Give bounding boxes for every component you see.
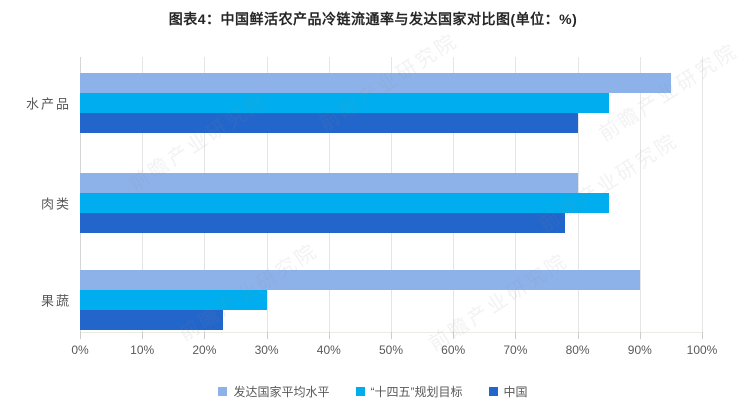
x-axis-tick: [266, 332, 268, 339]
bar: [80, 93, 609, 113]
category-label: 水产品: [25, 96, 71, 112]
legend: 发达国家平均水平 “十四五”规划目标 中国: [0, 383, 746, 400]
legend-label: “十四五”规划目标: [370, 385, 463, 399]
bar: [80, 290, 267, 310]
x-tick-label: 10%: [130, 343, 155, 357]
bar: [80, 113, 578, 133]
x-tick-label: 30%: [254, 343, 279, 357]
legend-label: 发达国家平均水平: [233, 385, 330, 399]
x-axis-tick: [702, 332, 703, 339]
bar: [80, 173, 578, 193]
bar-group: [80, 173, 702, 233]
bar: [80, 213, 566, 233]
x-tick-label: 20%: [192, 343, 217, 357]
bar: [80, 310, 224, 330]
bar-group: [80, 270, 702, 330]
legend-item: 中国: [488, 383, 528, 400]
x-tick-label: 40%: [316, 343, 341, 357]
x-tick-label: 50%: [378, 343, 404, 357]
x-axis-tick: [391, 332, 392, 339]
x-axis-tick: [577, 332, 579, 339]
x-axis-tick: [515, 332, 517, 339]
x-axis-tick: [142, 332, 144, 339]
legend-swatch: [218, 387, 228, 396]
x-tick-label: 0%: [71, 343, 89, 357]
x-axis-tick: [639, 332, 641, 339]
bar: [80, 270, 640, 290]
x-tick-label: 90%: [627, 343, 652, 357]
category-label: 肉类: [40, 196, 71, 212]
gridline: [639, 57, 641, 332]
gridline: [702, 57, 703, 332]
legend-swatch: [355, 387, 365, 396]
x-tick-label: 60%: [441, 343, 466, 357]
category-label: 果蔬: [40, 293, 71, 309]
x-axis-tick: [328, 332, 330, 339]
legend-item: “十四五”规划目标: [355, 383, 463, 400]
x-tick-label: 100%: [686, 343, 718, 357]
legend-label: 中国: [503, 385, 528, 399]
x-axis-tick: [80, 332, 81, 339]
bar: [80, 193, 609, 213]
plot-area: 0% 10% 20% 30% 40% 50% 60% 70% 80% 90% 100% 水产品肉类果蔬: [26, 57, 717, 357]
bar-group: [80, 73, 702, 133]
x-axis-tick: [453, 332, 455, 339]
x-tick-label: 80%: [565, 343, 590, 357]
bar: [80, 73, 671, 93]
x-tick-label: 70%: [503, 343, 528, 357]
chart-title: 图表4：中国鲜活农产品冷链流通率与发达国家对比图(单位：%): [168, 11, 578, 27]
x-axis-tick: [204, 332, 206, 339]
legend-item: 发达国家平均水平: [218, 383, 330, 400]
legend-swatch: [488, 387, 498, 396]
